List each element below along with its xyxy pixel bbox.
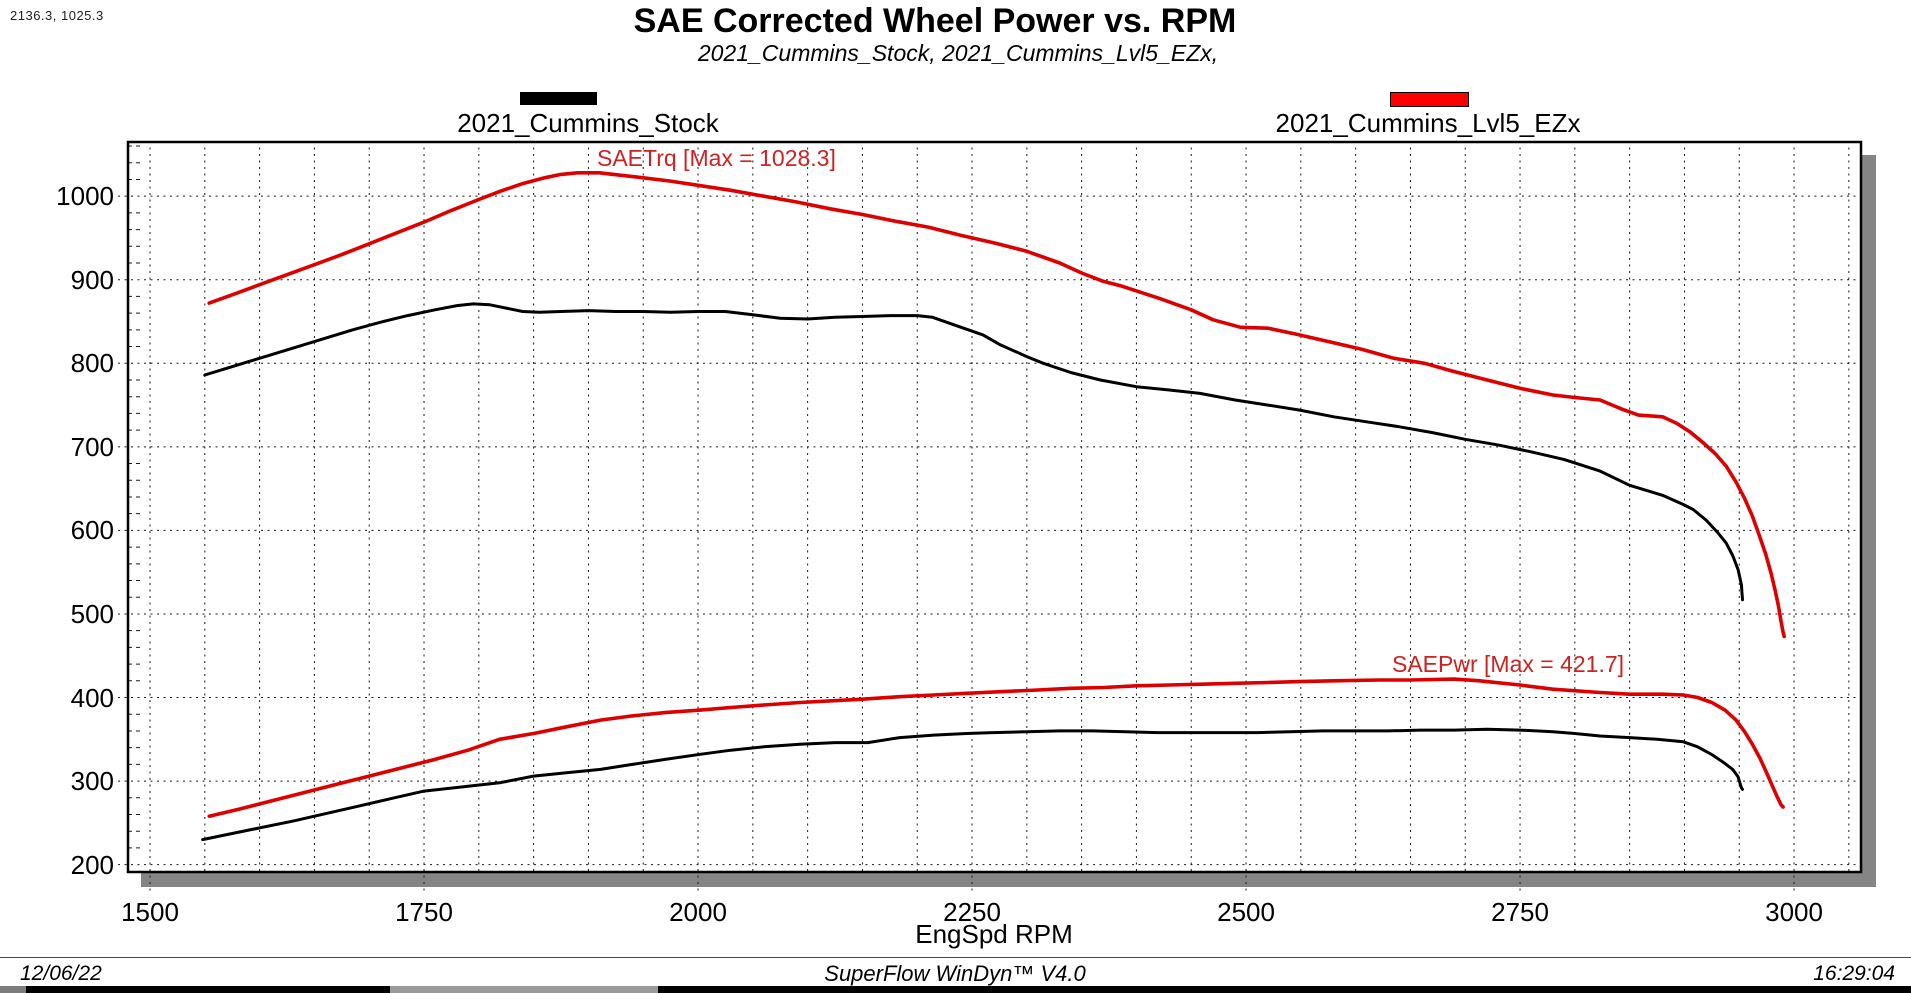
footer-time: 16:29:04 (1813, 962, 1895, 985)
y-tick-label: 200 (70, 849, 114, 880)
y-tick-label: 300 (70, 766, 114, 797)
x-tick-label: 1500 (121, 897, 179, 927)
bottom-bar (0, 986, 1911, 993)
x-tick-label: 2000 (669, 897, 727, 927)
x-tick-label: 2500 (1217, 897, 1275, 927)
footer-separator (0, 957, 1911, 958)
page-title: SAE Corrected Wheel Power vs. RPM (633, 2, 1237, 40)
chart-canvas (118, 140, 1863, 891)
y-tick-label: 700 (70, 431, 114, 462)
bottom-bar-segment (0, 986, 26, 993)
legend-swatch-lvl5 (1390, 92, 1469, 107)
plot-area[interactable] (118, 140, 1863, 891)
page-subtitle: 2021_Cummins_Stock, 2021_Cummins_Lvl5_EZ… (697, 40, 1219, 66)
y-tick-label: 1000 (56, 181, 114, 212)
plot-border (126, 140, 1863, 874)
x-tick-label: 2750 (1491, 897, 1549, 927)
legend-label-stock: 2021_Cummins_Stock (457, 108, 719, 138)
curve-2021-cummins-stock-saepwr (201, 727, 1744, 842)
footer-app-name: SuperFlow WinDyn™ V4.0 (824, 961, 1086, 986)
annotation-saepwr-max: SAEPwr [Max = 421.7] (1392, 651, 1625, 677)
curve-2021-cummins-stock-saetrq (203, 302, 1744, 602)
x-tick-label: 1750 (395, 897, 453, 927)
curve-2021-cummins-lvl5-ezx-saepwr (207, 677, 1785, 819)
legend-label-lvl5: 2021_Cummins_Lvl5_EZx (1275, 108, 1581, 138)
y-tick-label: 500 (70, 598, 114, 629)
x-tick-label: 3000 (1765, 897, 1823, 927)
curve-2021-cummins-lvl5-ezx-saetrq (207, 170, 1786, 639)
x-axis-title: EngSpd RPM (915, 919, 1073, 949)
bottom-bar-segment (390, 986, 658, 993)
legend-swatch-stock (520, 92, 597, 105)
footer-date: 12/06/22 (20, 962, 102, 985)
x-tick-label: 2250 (943, 897, 1001, 927)
cursor-coordinates-readout: 2136.3, 1025.3 (10, 8, 104, 23)
annotation-saetrq-max: SAETrq [Max = 1028.3] (597, 145, 836, 171)
y-tick-label: 900 (70, 264, 114, 295)
y-tick-label: 400 (70, 682, 114, 713)
y-tick-label: 600 (70, 515, 114, 546)
y-tick-label: 800 (70, 348, 114, 379)
